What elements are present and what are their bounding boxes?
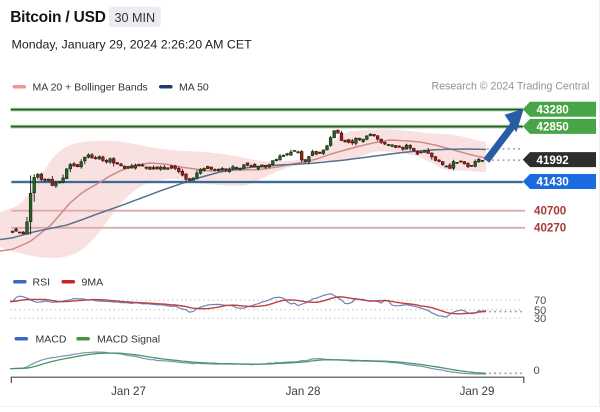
svg-text:MA 50: MA 50 [179, 82, 209, 94]
svg-text:9MA: 9MA [82, 277, 104, 289]
svg-text:40270: 40270 [534, 222, 566, 235]
svg-text:Research © 2024 Trading Centra: Research © 2024 Trading Central [432, 81, 590, 93]
svg-text:43280: 43280 [537, 104, 569, 117]
svg-text:MACD Signal: MACD Signal [97, 334, 160, 346]
svg-text:41992: 41992 [537, 154, 569, 167]
svg-text:Jan 28: Jan 28 [286, 385, 321, 398]
svg-text:40700: 40700 [534, 205, 566, 218]
svg-text:42850: 42850 [537, 121, 569, 134]
svg-text:0: 0 [534, 365, 540, 377]
svg-text:Bitcoin / USD: Bitcoin / USD [10, 9, 106, 26]
svg-text:30 MIN: 30 MIN [115, 11, 156, 25]
svg-text:70: 70 [534, 295, 546, 307]
svg-text:Monday, January 29, 2024 2:26:: Monday, January 29, 2024 2:26:20 AM CET [12, 38, 253, 52]
svg-text:Jan 29: Jan 29 [460, 385, 495, 398]
svg-text:Jan 27: Jan 27 [111, 385, 146, 398]
svg-text:30: 30 [534, 313, 546, 325]
svg-text:41430: 41430 [537, 176, 569, 189]
svg-text:50: 50 [534, 305, 546, 317]
svg-text:MACD: MACD [36, 334, 67, 346]
svg-text:RSI: RSI [33, 277, 51, 289]
svg-text:MA 20 + Bollinger Bands: MA 20 + Bollinger Bands [33, 82, 148, 94]
